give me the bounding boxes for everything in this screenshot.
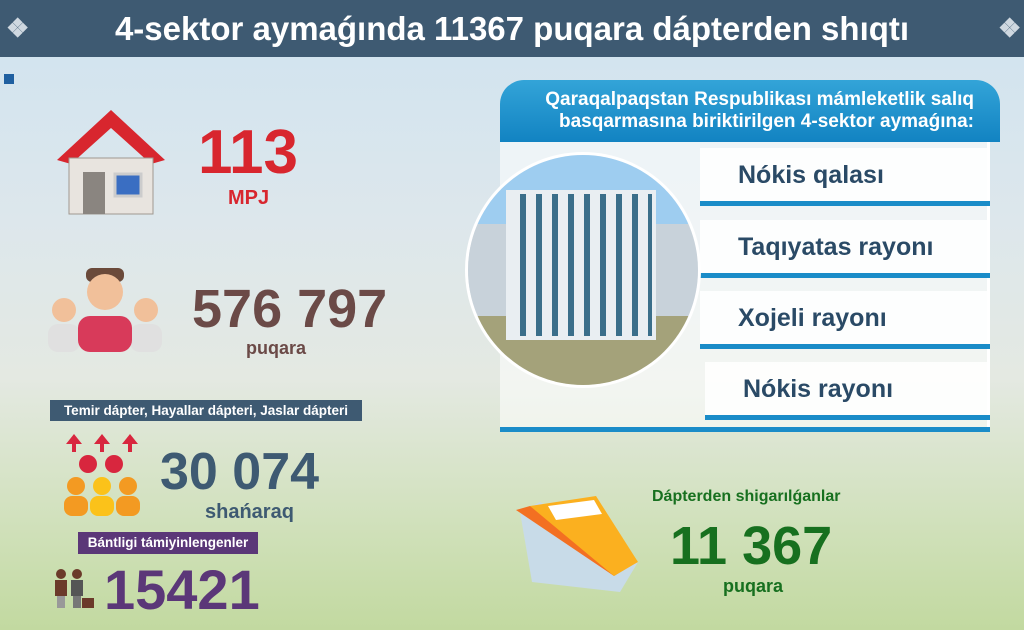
district-item: Taqıyatas rayonı [700, 220, 990, 278]
registers-unit: shańaraq [205, 501, 294, 523]
removed-value: 11 367 [670, 516, 833, 576]
header-bar [0, 0, 1024, 57]
marker-square [4, 74, 14, 84]
house-icon [57, 110, 165, 215]
removed-unit: puqara [723, 576, 784, 596]
family-growth-icon [64, 434, 140, 516]
workers-icon [55, 569, 94, 608]
registers-label: Temir dápter, Hayallar dápteri, Jaslar d… [50, 400, 362, 421]
people-icon [48, 268, 162, 352]
district-item: Xojeli rayonı [700, 291, 990, 349]
employment-value: 15421 [104, 558, 260, 621]
population-value: 576 797 [192, 279, 388, 339]
ornament-icon: ❖ [998, 13, 1022, 43]
building-photo [468, 155, 698, 385]
book-icon [516, 496, 638, 592]
mpj-unit: MPJ [228, 187, 270, 209]
registers-value: 30 074 [160, 443, 320, 501]
district-item: Nókis rayonı [705, 362, 990, 420]
page-title: 4-sektor aymaǵında 11367 puqara dápterde… [114, 10, 910, 47]
mpj-value: 113 [198, 118, 299, 187]
ornament-icon: ❖ [6, 13, 30, 43]
panel-title: Qaraqalpaqstan Respublikası mámleketlik … [500, 80, 1000, 142]
panel-bottom-line [500, 427, 990, 432]
district-item: Nókis qalası [700, 148, 990, 206]
employment-label: Bántligi támiyinlengenler [78, 532, 258, 554]
removed-label: Dápterden shigarılǵanlar [652, 488, 841, 505]
population-unit: puqara [246, 338, 307, 358]
